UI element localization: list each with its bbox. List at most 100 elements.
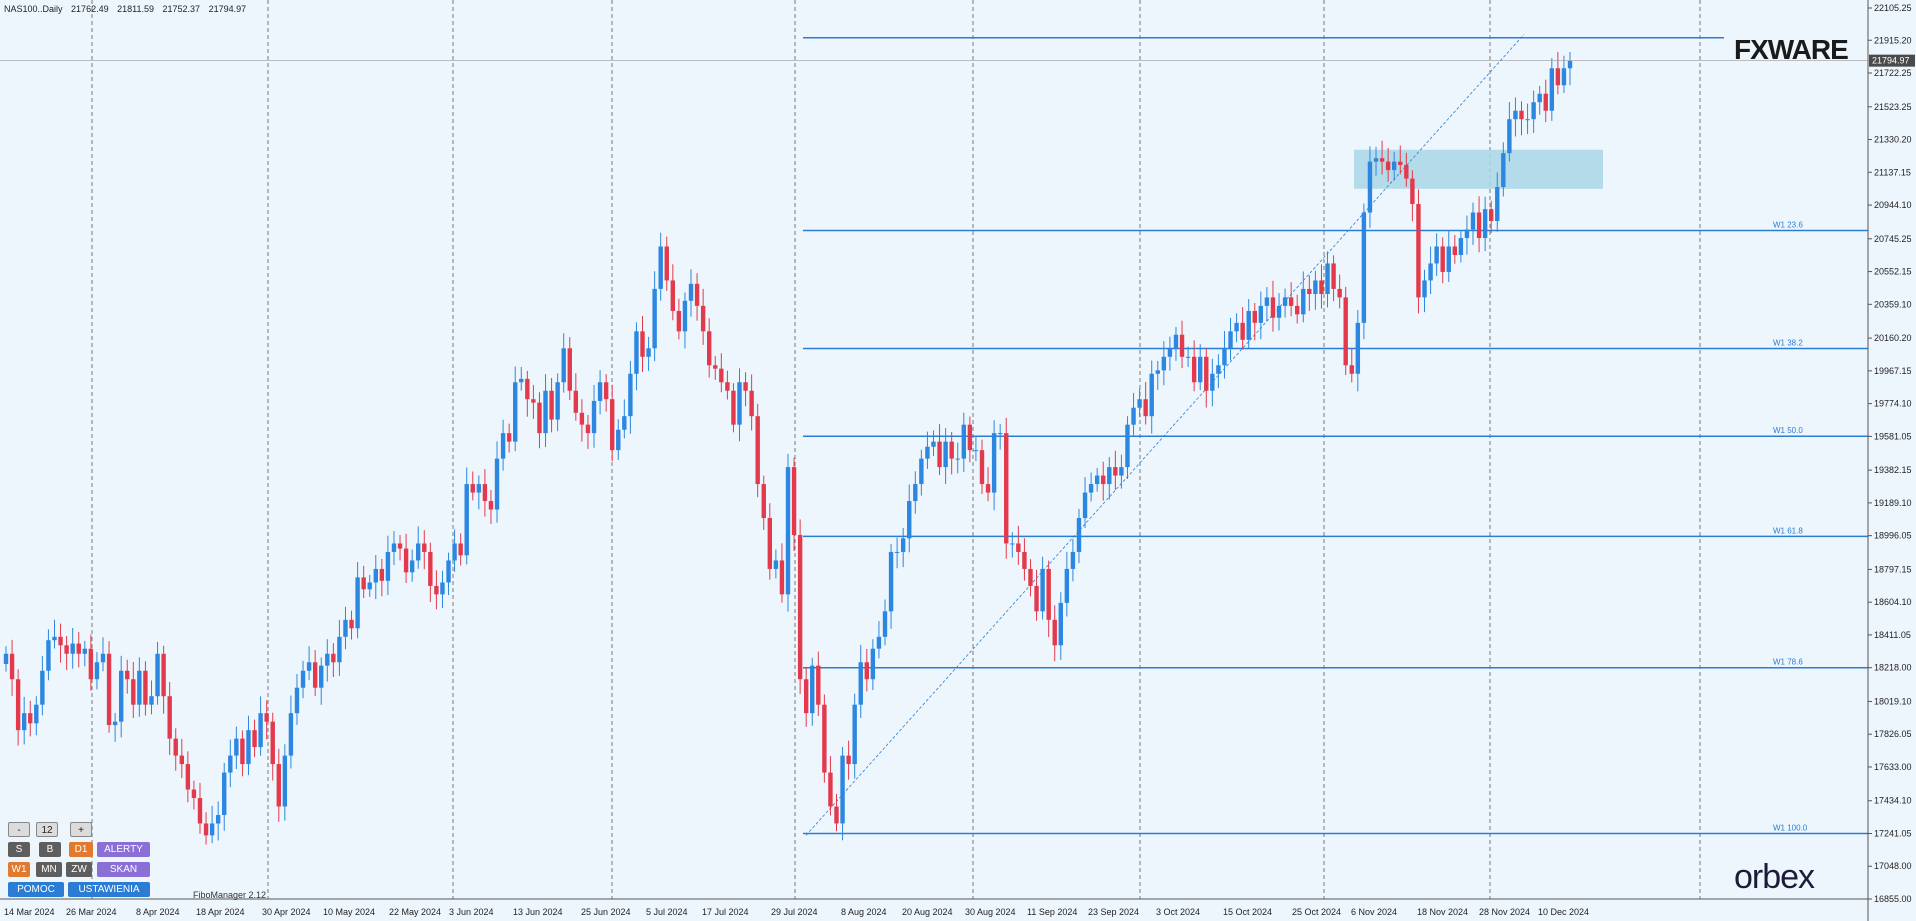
candle-body (913, 484, 918, 502)
candle-body (482, 484, 488, 502)
candle-body (252, 730, 257, 748)
candle-body (949, 441, 954, 459)
y-tick-label: 17434.10 (1874, 796, 1912, 806)
candle-body (1143, 399, 1148, 417)
candle-body (1295, 305, 1300, 315)
candle-body (925, 446, 930, 459)
alerty-button[interactable]: ALERTY (97, 842, 150, 857)
candle-body (9, 653, 15, 680)
fibonacci-levels: W1 23.6 W1 38.2 W1 50.0 W1 61.8 W1 78.6 W1 10… (803, 34, 1868, 836)
candle-body (846, 755, 851, 765)
candle-body (1082, 492, 1088, 519)
candle-body (858, 662, 863, 705)
x-tick-label: 3 Oct 2024 (1156, 907, 1200, 917)
candle-body (1010, 543, 1015, 545)
skan-button[interactable]: SKAN (97, 862, 150, 877)
candle-body (761, 484, 766, 519)
candle-body (1476, 212, 1482, 238)
candle-body (270, 721, 275, 765)
candle-body (288, 713, 294, 756)
s-button[interactable]: S (8, 842, 30, 857)
candle-body (1458, 237, 1464, 255)
candle-body (549, 390, 554, 420)
candle-body (682, 300, 688, 332)
y-tick-label: 16855.00 (1874, 894, 1912, 904)
candle-body (1149, 373, 1154, 417)
candle-body (179, 755, 184, 765)
candle-body (610, 399, 615, 451)
y-tick-label: 18604.10 (1874, 597, 1912, 607)
candle-body (422, 543, 427, 552)
x-tick-label: 13 Jun 2024 (513, 907, 563, 917)
candle-body (1416, 204, 1421, 298)
candle-body (1113, 467, 1118, 476)
candle-body (1367, 161, 1373, 213)
candle-body (1337, 288, 1342, 298)
candle-body (785, 467, 791, 595)
fib-level-label: W1 100.0 (1773, 823, 1808, 832)
candle-body (919, 458, 924, 485)
zw-button[interactable]: ZW (66, 862, 92, 877)
candle-body (894, 551, 900, 553)
candle-body (1064, 568, 1070, 603)
candle-body (973, 450, 979, 452)
candle-body (1549, 68, 1555, 111)
candle-body (1488, 209, 1494, 222)
candle-body (943, 441, 948, 468)
candle-body (203, 823, 209, 836)
candle-body (985, 484, 991, 493)
candle-body (1507, 119, 1512, 154)
candle-body (173, 738, 178, 756)
candle-body (240, 738, 245, 765)
candle-body (1240, 322, 1245, 340)
candle-body (500, 433, 506, 459)
candle-body (1198, 356, 1203, 383)
d1-button[interactable]: D1 (69, 842, 93, 857)
candle-body (28, 713, 33, 724)
candle-body (391, 543, 397, 552)
candle-body (191, 789, 197, 799)
candle-body (755, 416, 760, 485)
candle-body (688, 283, 694, 301)
b-button[interactable]: B (39, 842, 61, 857)
candle-body (458, 543, 463, 556)
y-tick-label: 20552.15 (1874, 267, 1912, 277)
candle-body (331, 653, 336, 663)
candle-body (591, 400, 597, 434)
candle-body (1173, 334, 1179, 349)
x-tick-label: 26 Mar 2024 (66, 907, 117, 917)
candle-body (1482, 209, 1488, 238)
candle-body (1464, 229, 1470, 238)
y-tick-label: 21137.15 (1874, 167, 1911, 177)
x-tick-label: 8 Aug 2024 (841, 907, 887, 917)
x-tick-label: 10 May 2024 (323, 907, 375, 917)
increase-button[interactable]: + (70, 822, 92, 837)
pomoc-button[interactable]: POMOC (8, 882, 64, 897)
candle-body (1537, 93, 1542, 103)
x-tick-label: 30 Aug 2024 (965, 907, 1016, 917)
candle-body (652, 288, 657, 349)
candle-body (294, 687, 300, 714)
y-tick-label: 22105.25 (1874, 3, 1912, 13)
y-tick-label: 20745.25 (1874, 234, 1912, 244)
mn-button[interactable]: MN (36, 862, 62, 877)
y-tick-label: 21330.20 (1874, 135, 1912, 145)
candle-body (82, 648, 88, 654)
candle-body (864, 662, 870, 680)
candle-body (991, 433, 997, 493)
x-tick-label: 11 Sep 2024 (1027, 907, 1077, 917)
candle-body (737, 382, 742, 425)
period-field[interactable]: 12 (36, 822, 58, 837)
ustawienia-button[interactable]: USTAWIENIA (68, 882, 150, 897)
candle-body (403, 548, 409, 573)
x-tick-label: 18 Apr 2024 (196, 907, 245, 917)
candle-body (1234, 322, 1239, 332)
w1-button[interactable]: W1 (8, 862, 30, 877)
candle-body (100, 653, 106, 663)
open-value: 21762.49 (71, 4, 109, 14)
candle-body (967, 424, 973, 451)
candle-body (1264, 297, 1270, 306)
y-tick-label: 19774.10 (1874, 399, 1912, 409)
decrease-button[interactable]: - (8, 822, 30, 837)
candle-body (88, 648, 94, 680)
